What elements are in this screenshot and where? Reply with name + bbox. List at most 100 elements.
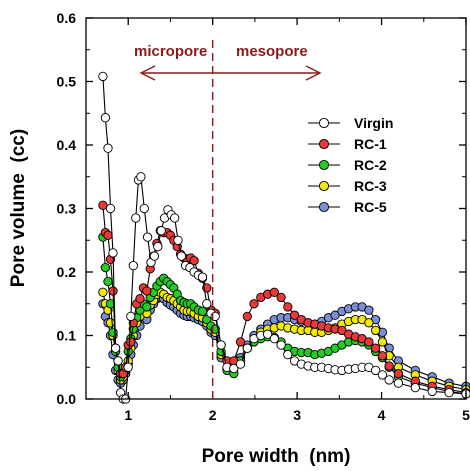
x-tick-label: 1 <box>124 407 132 423</box>
x-tick-label: 2 <box>209 407 217 423</box>
data-point <box>123 362 133 372</box>
legend-label: RC-3 <box>354 178 387 194</box>
data-point <box>103 230 113 240</box>
series-line <box>102 76 467 400</box>
data-point <box>189 255 199 266</box>
data-point <box>176 251 187 261</box>
data-point <box>197 306 208 317</box>
y-tick-label: 0.2 <box>57 264 77 280</box>
axes: 0.0 0.1 0.2 0.3 0.4 0.5 0.6 1 2 3 4 5 <box>57 10 470 423</box>
legend-marker <box>318 180 330 192</box>
data-point <box>139 203 149 214</box>
data-point <box>242 343 252 353</box>
data-point <box>142 302 152 312</box>
y-tick-label: 0.0 <box>57 391 77 407</box>
data-point <box>364 305 374 315</box>
data-point <box>276 340 286 350</box>
data-point <box>128 260 138 271</box>
y-tick-label: 0.1 <box>57 328 77 344</box>
data-point <box>197 272 208 282</box>
data-point <box>103 143 113 153</box>
data-point <box>370 325 381 336</box>
legend-marker <box>318 117 330 129</box>
data-point <box>100 262 111 273</box>
data-point <box>364 337 374 347</box>
data-point <box>216 340 226 350</box>
data-point <box>126 311 136 322</box>
y-tick-label: 0.4 <box>57 137 77 153</box>
data-point <box>98 71 108 82</box>
data-point <box>136 172 146 182</box>
data-point <box>110 343 121 353</box>
legend-item: RC-3 <box>308 178 387 194</box>
data-point <box>370 343 381 353</box>
data-point <box>105 203 116 214</box>
x-tick-label: 5 <box>462 407 470 423</box>
data-point <box>173 235 183 245</box>
data-point <box>103 276 113 287</box>
data-point <box>235 359 246 369</box>
data-point <box>377 337 388 347</box>
x-tick-label: 4 <box>378 407 386 423</box>
right-arrowhead <box>305 65 322 81</box>
data-point <box>384 343 394 353</box>
data-point <box>142 286 152 296</box>
data-point <box>370 365 381 376</box>
data-point <box>126 337 136 347</box>
data-point <box>108 327 118 337</box>
data-point <box>202 314 212 325</box>
data-point <box>108 286 118 296</box>
y-tick-label: 0.6 <box>57 10 77 26</box>
legend: Virgin RC-1 RC-2 RC-3 RC-5 <box>308 115 393 215</box>
legend-item: RC-2 <box>308 157 387 173</box>
data-point <box>100 113 111 123</box>
left-arrowhead <box>139 65 156 81</box>
data-point <box>153 241 163 252</box>
data-point <box>393 368 404 379</box>
legend-label: RC-1 <box>354 136 387 152</box>
data-point <box>135 294 145 304</box>
data-point <box>149 251 160 261</box>
data-point <box>98 287 108 297</box>
legend-label: Virgin <box>354 115 393 131</box>
data-point <box>427 386 437 397</box>
legend-label: RC-5 <box>354 199 387 215</box>
data-point <box>377 351 388 361</box>
data-point <box>131 213 141 223</box>
y-tick-label: 0.3 <box>57 201 77 217</box>
data-point <box>289 310 300 320</box>
data-point <box>410 382 420 393</box>
x-tick-label: 3 <box>293 407 301 423</box>
data-point <box>156 226 166 236</box>
data-point <box>364 318 374 328</box>
data-point <box>98 200 108 210</box>
legend-item: Virgin <box>308 115 393 131</box>
annotation: micropore mesopore <box>134 40 322 399</box>
data-point <box>113 356 123 366</box>
data-point <box>242 311 252 322</box>
data-point <box>170 213 180 223</box>
data-point <box>377 370 388 380</box>
x-axis-label: Pore width (nm) <box>202 446 351 466</box>
data-point <box>202 299 212 309</box>
data-point <box>249 299 259 309</box>
legend-marker <box>318 159 330 171</box>
data-point <box>229 363 239 374</box>
data-point <box>262 329 273 339</box>
y-tick-label: 0.5 <box>57 74 77 90</box>
data-point <box>108 248 118 258</box>
mesopore-label: mesopore <box>236 43 308 60</box>
data-point <box>269 287 279 297</box>
series-virgin <box>98 71 470 404</box>
legend-marker <box>318 138 330 150</box>
data-point <box>269 334 279 344</box>
micropore-label: micropore <box>134 43 207 60</box>
legend-marker <box>318 201 330 213</box>
data-point <box>276 292 286 303</box>
plot-area <box>98 71 470 404</box>
data-point <box>384 361 394 371</box>
legend-item: RC-5 <box>308 199 387 215</box>
data-point <box>235 337 246 347</box>
